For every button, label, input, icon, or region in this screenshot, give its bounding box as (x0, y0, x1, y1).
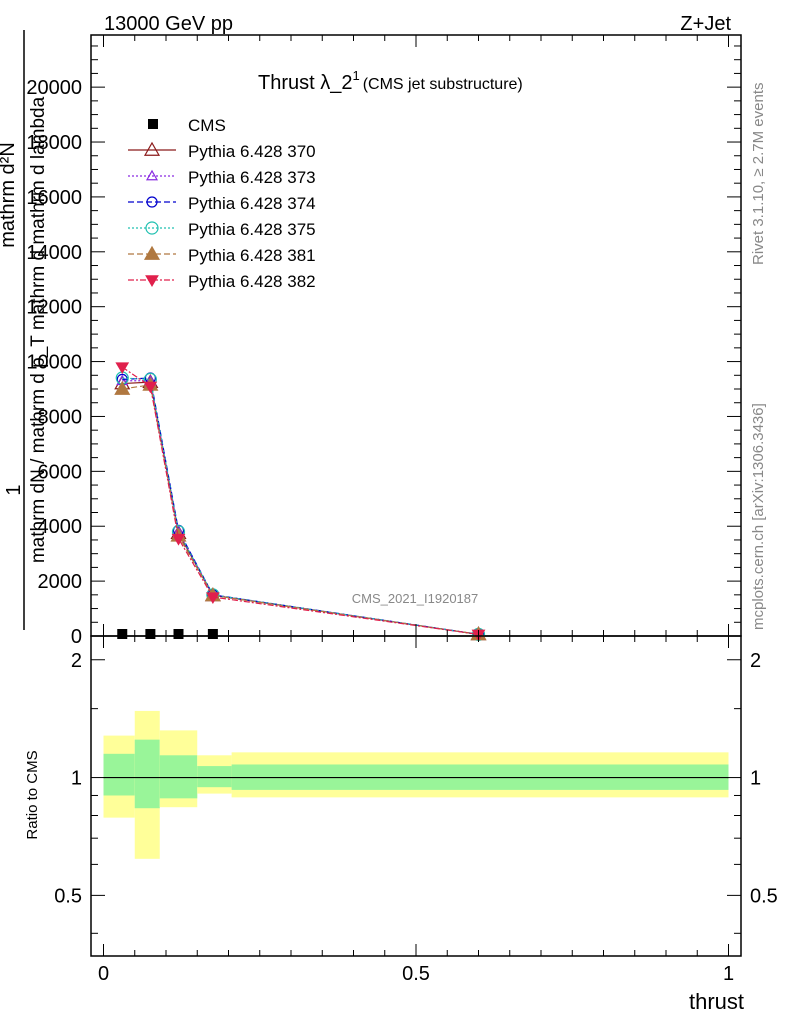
legend-label: Pythia 6.428 370 (188, 142, 316, 161)
ratio-tick-label-right: 1 (750, 768, 761, 790)
ratio-inner-band (103, 753, 135, 796)
series-point (143, 141, 161, 156)
y-tick-label: 6000 (38, 461, 83, 483)
mcplots-info: mcplots.cern.ch [arXiv:1306.3436] (750, 403, 767, 630)
data-point (207, 629, 218, 639)
y-label-overlap: mathrm d²N (0, 142, 19, 248)
ratio-inner-band (159, 755, 198, 799)
chart-title-note: (CMS jet substructure) (363, 76, 523, 93)
y-tick-label: 18000 (26, 132, 82, 154)
ratio-tick-label-left: 2 (71, 650, 82, 672)
y-tick-label: 10000 (26, 352, 82, 374)
series-point (206, 592, 220, 605)
series-point (114, 380, 131, 395)
x-axis-label: thrust (689, 989, 744, 1014)
series-point (145, 169, 159, 181)
ratio-tick-label-left: 0.5 (54, 885, 82, 907)
chart-title: Thrust λ_21 (CMS jet substructure) (258, 68, 523, 94)
y-tick-label: 20000 (26, 77, 82, 99)
x-tick-label: 0.5 (402, 963, 430, 985)
ratio-panel: 0 0.5 1 0.5 0.5 1 1 2 2 (54, 35, 778, 985)
y-tick-label: 16000 (26, 187, 82, 209)
rivet-info: Rivet 3.1.10, ≥ 2.7M events (750, 83, 767, 266)
x-tick-label: 1 (723, 963, 734, 985)
legend-label: Pythia 6.428 374 (188, 194, 316, 213)
legend-label: Pythia 6.428 373 (188, 168, 316, 187)
header-left: 13000 GeV pp (104, 13, 233, 35)
ratio-tick-label-right: 2 (750, 650, 761, 672)
legend: CMS Pythia 6.428 370 Pythia 6.428 373 Pythi… (128, 116, 316, 291)
series-point (143, 381, 158, 394)
header-right: Z+Jet (680, 13, 731, 35)
series-point (146, 196, 158, 208)
chart-title-main: Thrust λ_2 (258, 72, 352, 94)
series-line (122, 377, 479, 635)
ratio-y-label: Ratio to CMS (24, 750, 41, 839)
series-point (171, 533, 186, 546)
y-tick-label: 2000 (38, 571, 83, 593)
y-tick-label: 12000 (26, 297, 82, 319)
series-point (145, 221, 159, 235)
ratio-tick-label-right: 0.5 (750, 885, 778, 907)
main-panel: 0 2000 4000 6000 8000 10000 12000 14000 16000 180… (26, 34, 742, 648)
y-tick-label: 4000 (38, 516, 83, 538)
legend-label: Pythia 6.428 381 (188, 246, 316, 265)
ratio-tick-label-left: 1 (71, 768, 82, 790)
legend-label: CMS (188, 116, 226, 135)
legend-label: Pythia 6.428 382 (188, 272, 316, 291)
y-label-denominator: mathrm dN / mathrm d p_T mathrm d mathrm… (28, 96, 49, 563)
data-point (145, 629, 156, 639)
data-point (173, 629, 184, 639)
y-tick-label: 0 (71, 626, 82, 648)
y-tick-label: 8000 (38, 406, 83, 428)
series-point (115, 362, 130, 375)
legend-label: Pythia 6.428 375 (188, 220, 316, 239)
analysis-watermark: CMS_2021_I1920187 (352, 591, 479, 606)
series-point (143, 245, 161, 260)
series-point (145, 275, 159, 287)
ratio-inner-band (197, 766, 232, 788)
ratio-bands (103, 710, 729, 859)
legend-marker-cms (148, 119, 158, 129)
chart-title-sup: 1 (352, 68, 359, 83)
ratio-inner-band (134, 739, 160, 809)
data-point (117, 629, 128, 639)
x-tick-label: 0 (98, 963, 109, 985)
y-label-numerator: 1 (3, 484, 25, 495)
y-tick-label: 14000 (26, 242, 82, 264)
